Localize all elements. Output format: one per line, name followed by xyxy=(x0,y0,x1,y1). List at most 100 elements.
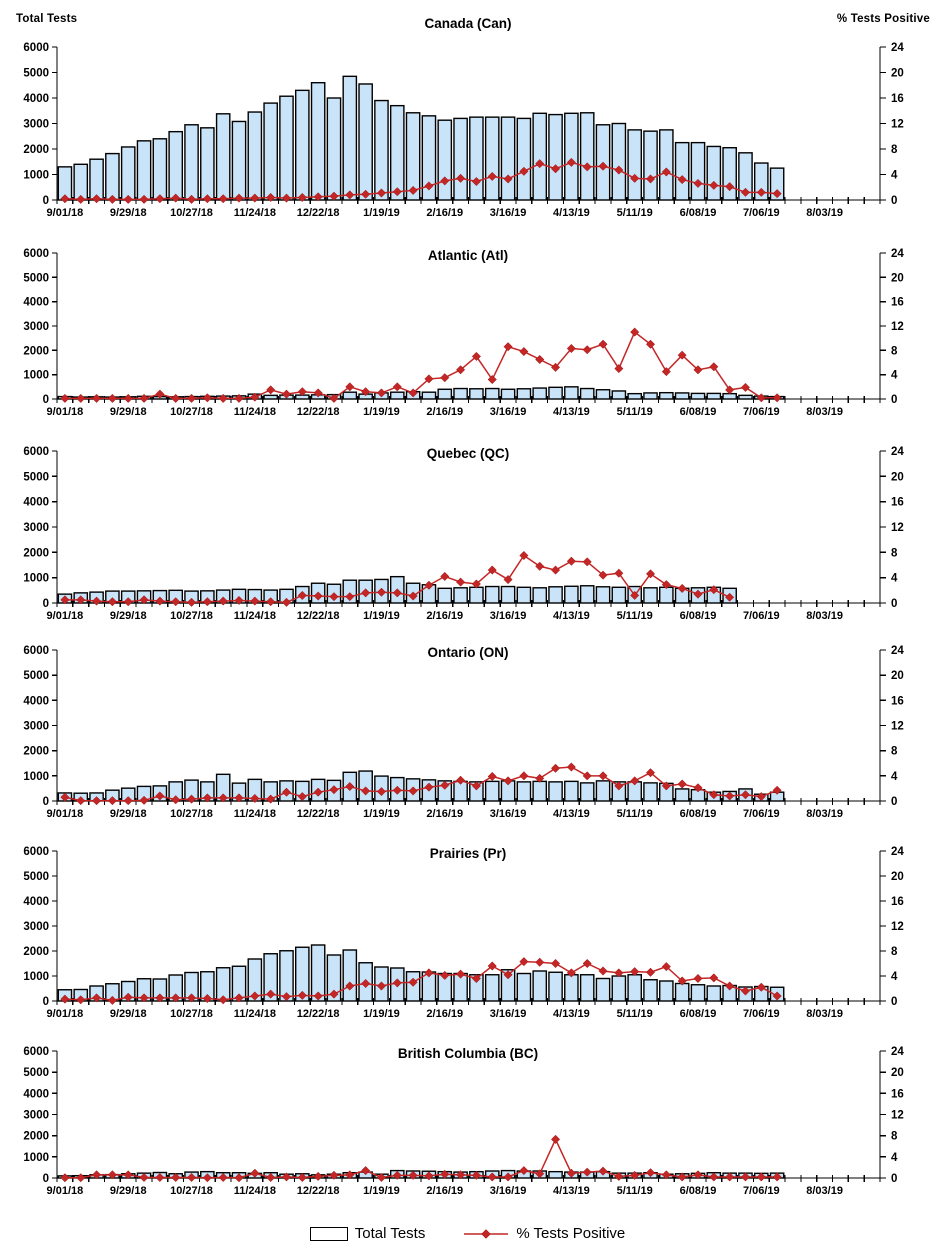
right-axis-tick-label: 20 xyxy=(891,871,904,883)
x-axis-tick-label: 1/19/19 xyxy=(363,610,400,622)
pct-positive-point-week-1 xyxy=(76,995,86,1005)
pct-positive-point-week-36 xyxy=(630,967,640,977)
pct-positive-point-week-1 xyxy=(76,796,86,806)
bar-week-34 xyxy=(595,977,611,1002)
x-axis-tick-label: 8/03/19 xyxy=(806,207,843,219)
bar-week-31 xyxy=(548,386,563,400)
pct-positive-point-week-12 xyxy=(250,793,260,804)
pct-positive-point-week-33 xyxy=(582,1167,592,1177)
pct-positive-point-week-30 xyxy=(535,773,545,783)
x-axis-tick-label: 11/24/18 xyxy=(234,610,276,622)
legend-bar-label: Total Tests xyxy=(354,1225,426,1242)
bar-week-39 xyxy=(674,392,690,400)
right-axis-tick-label: 4 xyxy=(891,971,898,983)
pct-positive-point-week-36 xyxy=(630,173,640,183)
pct-positive-point-week-40 xyxy=(693,178,703,188)
pct-positive-point-week-26 xyxy=(471,781,481,791)
pct-positive-point-week-31 xyxy=(550,1134,561,1144)
pct-positive-point-week-11 xyxy=(234,393,244,403)
pct-positive-point-week-21 xyxy=(392,1170,402,1180)
bar-week-37 xyxy=(643,587,658,604)
pct-positive-line xyxy=(64,330,778,400)
pct-positive-point-week-16 xyxy=(313,787,323,797)
pct-positive-point-week-4 xyxy=(123,194,133,204)
legend-bar-swatch-icon xyxy=(309,1226,348,1241)
right-axis-tick-label: 16 xyxy=(891,896,904,908)
bar-week-30 xyxy=(532,112,548,201)
pct-positive-point-week-15 xyxy=(297,387,307,397)
pct-positive-point-week-32 xyxy=(566,968,576,978)
pct-positive-point-week-18 xyxy=(345,1170,355,1180)
bar-week-27 xyxy=(484,387,500,400)
x-axis-tick-label: 6/08/19 xyxy=(680,207,717,219)
pct-positive-point-week-22 xyxy=(408,388,418,398)
pct-positive-point-week-45 xyxy=(772,785,782,795)
x-axis-tick-label: 12/22/18 xyxy=(297,406,340,418)
legend-line-marker-icon xyxy=(464,1228,509,1239)
bar-week-19 xyxy=(358,83,373,201)
bar-week-34 xyxy=(595,586,611,604)
x-axis-tick-label: 11/24/18 xyxy=(234,1008,276,1020)
pct-positive-point-week-6 xyxy=(155,993,165,1003)
right-axis-tick-label: 4 xyxy=(891,771,898,783)
pct-positive-point-week-39 xyxy=(677,175,687,185)
x-axis-tick-label: 5/11/19 xyxy=(617,406,653,418)
pct-positive-point-week-15 xyxy=(297,590,307,600)
pct-positive-point-week-9 xyxy=(202,194,212,204)
bar-week-28 xyxy=(500,116,516,201)
right-axis-tick-label: 24 xyxy=(891,645,904,657)
left-axis-tick-label: 6000 xyxy=(23,645,49,657)
pct-positive-point-week-14 xyxy=(281,597,292,607)
pct-positive-point-week-14 xyxy=(281,193,292,203)
bar-week-25 xyxy=(453,587,468,604)
pct-positive-point-week-9 xyxy=(202,1173,212,1183)
pct-positive-point-week-41 xyxy=(709,790,719,800)
left-axis-tick-label: 3000 xyxy=(23,921,49,933)
bar-week-33 xyxy=(579,387,595,400)
x-axis-tick-label: 11/24/18 xyxy=(234,207,276,219)
pct-positive-point-week-27 xyxy=(487,1172,497,1182)
bar-week-28 xyxy=(500,585,516,604)
pct-positive-point-week-22 xyxy=(408,977,418,987)
chart-title: Prairies (Pr) xyxy=(430,846,507,861)
right-axis-tick-label: 4 xyxy=(891,573,898,585)
legend-line-label: % Tests Positive xyxy=(516,1225,626,1242)
pct-positive-point-week-39 xyxy=(677,1172,687,1182)
pct-positive-point-week-0 xyxy=(60,194,70,204)
x-axis-tick-label: 8/03/19 xyxy=(806,1185,843,1197)
pct-positive-point-week-7 xyxy=(171,193,181,203)
pct-positive-point-week-18 xyxy=(345,592,355,602)
pct-positive-point-week-8 xyxy=(186,194,197,204)
bar-week-42 xyxy=(722,392,737,400)
pct-positive-point-week-44 xyxy=(756,393,766,403)
pct-positive-point-week-24 xyxy=(440,176,450,186)
pct-positive-point-week-20 xyxy=(376,787,387,797)
pct-positive-point-week-10 xyxy=(218,194,228,204)
bar-week-28 xyxy=(500,388,516,400)
left-axis-tick-label: 3000 xyxy=(23,321,49,333)
x-axis-tick-label: 4/13/19 xyxy=(553,207,590,219)
pct-positive-point-week-7 xyxy=(171,993,181,1003)
x-axis-tick-label: 1/19/19 xyxy=(363,1185,400,1197)
pct-positive-point-week-5 xyxy=(139,194,149,204)
x-axis-tick-label: 2/16/19 xyxy=(426,406,463,418)
pct-positive-point-week-21 xyxy=(392,187,402,197)
left-axis-tick-label: 4000 xyxy=(23,1088,49,1100)
pct-positive-point-week-33 xyxy=(582,557,592,567)
left-axis-tick-label: 5000 xyxy=(23,68,49,80)
bar-week-27 xyxy=(484,974,500,1002)
pct-positive-point-week-23 xyxy=(424,1171,434,1181)
pct-positive-line xyxy=(64,960,778,1002)
left-axis-tick-label: 1000 xyxy=(23,771,49,783)
pct-positive-point-week-22 xyxy=(408,1170,418,1180)
x-axis-tick-label: 10/27/18 xyxy=(170,1008,213,1020)
pct-positive-point-week-36 xyxy=(630,327,640,337)
pct-positive-point-week-41 xyxy=(709,180,719,190)
pct-positive-point-week-32 xyxy=(566,1168,576,1178)
chart-block-3: 0 1000 2000 3000 4000 5000 6000 0 4 8 12 16 20 24 9/01… xyxy=(0,635,935,838)
pct-positive-point-week-17 xyxy=(329,1170,339,1180)
left-axis-tick-label: 1000 xyxy=(23,170,49,182)
left-axis-tick-label: 4000 xyxy=(23,896,49,908)
pct-positive-point-week-36 xyxy=(630,1170,640,1180)
x-axis-tick-label: 12/22/18 xyxy=(297,1185,340,1197)
